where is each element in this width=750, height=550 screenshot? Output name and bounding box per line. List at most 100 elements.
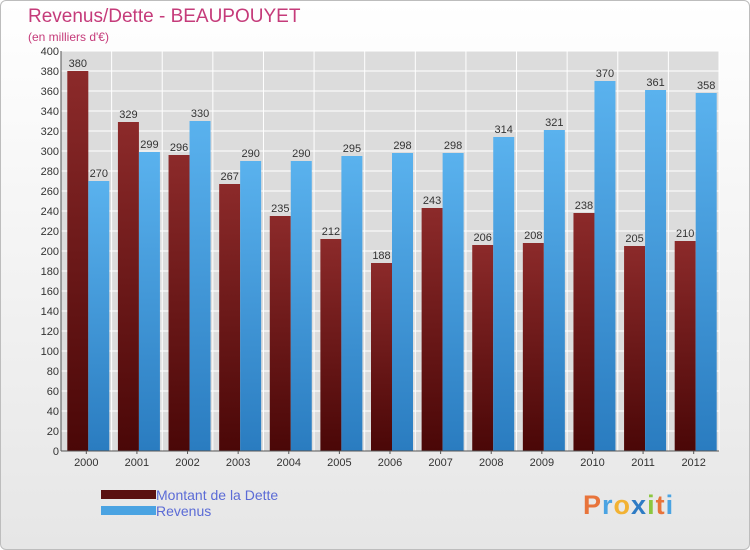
data-label: 210 <box>676 228 694 240</box>
bar <box>269 216 291 451</box>
x-tick-label: 2008 <box>479 457 503 469</box>
data-label: 298 <box>393 140 411 152</box>
data-label: 321 <box>545 117 563 129</box>
data-label: 296 <box>170 142 188 154</box>
data-label: 314 <box>495 124 513 136</box>
logo-letter: o <box>613 490 632 520</box>
x-tick-label: 2011 <box>631 457 655 469</box>
logo-letter: r <box>602 490 614 520</box>
y-tick-label: 320 <box>41 126 59 138</box>
x-tick-label: 2007 <box>428 457 452 469</box>
bar <box>219 184 241 451</box>
bar <box>341 156 363 451</box>
bar <box>371 263 392 451</box>
y-tick-label: 240 <box>41 206 59 218</box>
bar <box>421 208 443 451</box>
y-tick-label: 60 <box>47 386 59 398</box>
x-tick-label: 2002 <box>175 457 199 469</box>
legend-label-revenus: Revenus <box>156 503 212 519</box>
logo-letter: P <box>583 490 603 520</box>
data-label: 329 <box>119 109 137 121</box>
data-label: 358 <box>697 80 715 92</box>
data-label: 238 <box>575 200 593 212</box>
bar <box>138 152 160 451</box>
y-tick-label: 120 <box>41 326 59 338</box>
x-tick-label: 2001 <box>125 457 149 469</box>
data-label: 243 <box>423 195 441 207</box>
bar <box>472 245 494 451</box>
bar <box>594 81 616 451</box>
y-tick-label: 20 <box>47 426 59 438</box>
x-tick-label: 2010 <box>580 457 604 469</box>
y-tick-label: 180 <box>41 266 59 278</box>
bar <box>88 181 110 451</box>
y-tick-label: 200 <box>41 246 59 258</box>
chart-subtitle: (en milliers d'€) <box>28 30 109 44</box>
y-tick-label: 300 <box>41 146 59 158</box>
bar <box>624 246 646 451</box>
x-tick-label: 2009 <box>530 457 554 469</box>
legend-swatch-debt <box>101 490 156 499</box>
x-tick-label: 2004 <box>277 457 301 469</box>
data-label: 205 <box>625 233 643 245</box>
bar <box>189 121 211 451</box>
bar <box>320 239 342 451</box>
data-label: 298 <box>444 140 462 152</box>
x-tick-label: 2000 <box>74 457 98 469</box>
y-tick-label: 140 <box>41 306 59 318</box>
bar <box>645 90 667 451</box>
bar <box>117 122 139 451</box>
x-tick-label: 2006 <box>378 457 402 469</box>
x-tick-label: 2012 <box>681 457 705 469</box>
data-label: 212 <box>322 226 340 238</box>
data-label: 361 <box>646 77 664 89</box>
y-tick-label: 280 <box>41 166 59 178</box>
y-tick-label: 40 <box>47 406 59 418</box>
data-label: 299 <box>140 139 158 151</box>
bar <box>290 161 312 451</box>
bar <box>168 155 190 451</box>
data-label: 208 <box>524 230 542 242</box>
data-label: 206 <box>474 232 492 244</box>
bar <box>695 93 717 451</box>
y-tick-label: 340 <box>41 106 59 118</box>
legend-label-debt: Montant de la Dette <box>156 487 279 503</box>
y-tick-label: 260 <box>41 186 59 198</box>
chart-title: Revenus/Dette - BEAUPOUYET <box>28 6 301 27</box>
y-tick-label: 400 <box>41 46 59 58</box>
y-tick-label: 160 <box>41 286 59 298</box>
x-tick-label: 2003 <box>226 457 250 469</box>
bar <box>493 137 515 451</box>
data-label: 267 <box>220 171 238 183</box>
y-tick-label: 100 <box>41 346 59 358</box>
y-tick-label: 220 <box>41 226 59 238</box>
bar <box>240 161 262 451</box>
data-label: 188 <box>372 250 390 262</box>
logo-letter: x <box>631 490 648 520</box>
y-tick-label: 360 <box>41 86 59 98</box>
y-tick-label: 380 <box>41 66 59 78</box>
bar <box>442 153 464 451</box>
data-label: 370 <box>596 68 614 80</box>
data-label: 290 <box>292 148 310 160</box>
data-label: 295 <box>343 143 361 155</box>
bar <box>674 241 696 451</box>
logo-letter: i <box>665 490 675 520</box>
data-label: 290 <box>241 148 259 160</box>
bar <box>67 71 89 451</box>
logo-letter: t <box>655 490 666 520</box>
bar <box>573 213 595 451</box>
y-tick-label: 0 <box>53 446 59 458</box>
data-label: 270 <box>90 168 108 180</box>
logo-letter: i <box>647 490 656 520</box>
bar <box>522 243 544 451</box>
proxiti-logo: Proxiti <box>583 490 674 521</box>
bar <box>543 130 565 451</box>
bar <box>392 153 413 451</box>
x-tick-label: 2005 <box>327 457 351 469</box>
data-label: 235 <box>271 203 289 215</box>
data-label: 380 <box>69 58 87 70</box>
y-tick-label: 80 <box>47 366 59 378</box>
